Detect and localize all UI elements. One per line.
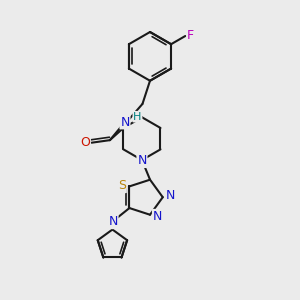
- Text: F: F: [187, 29, 194, 42]
- Text: H: H: [133, 112, 142, 122]
- Text: S: S: [118, 179, 126, 192]
- Text: N: N: [108, 215, 118, 228]
- Text: N: N: [153, 210, 162, 223]
- Text: O: O: [80, 136, 90, 149]
- Text: N: N: [137, 154, 147, 167]
- Text: N: N: [166, 189, 175, 202]
- Text: N: N: [120, 116, 130, 128]
